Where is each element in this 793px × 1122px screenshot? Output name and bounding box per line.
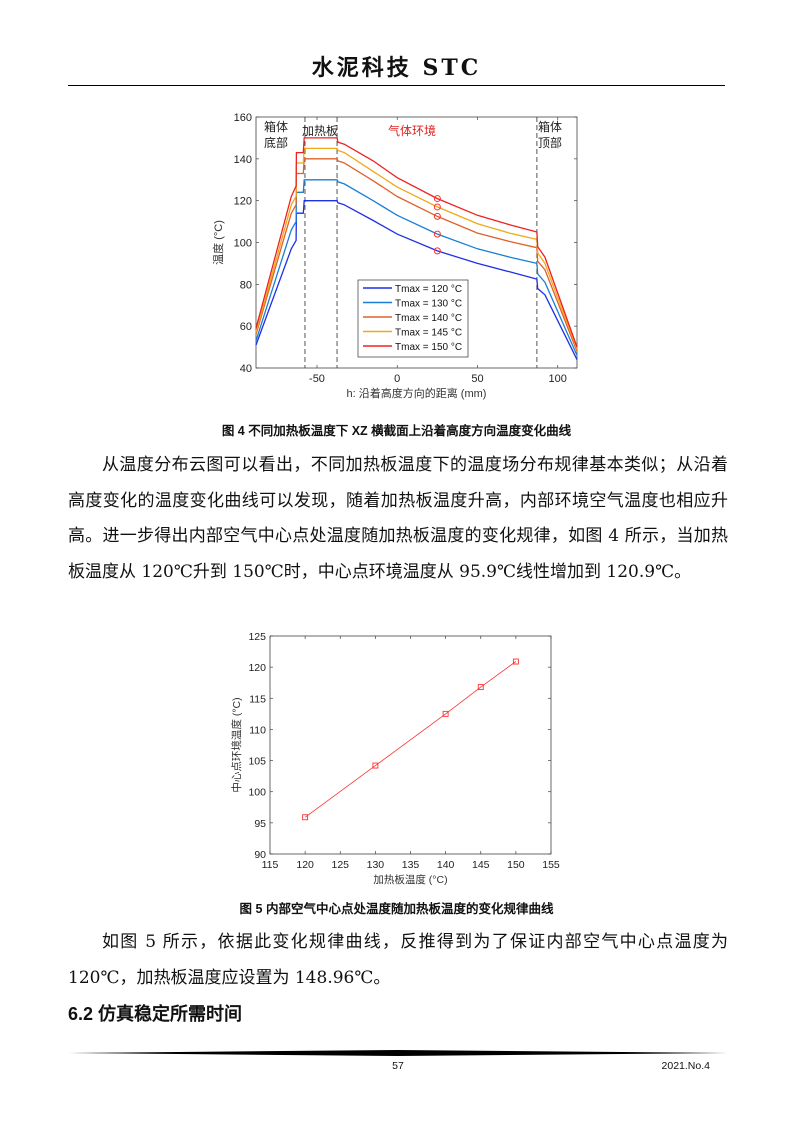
y-tick-label: 80 — [240, 279, 252, 291]
y-tick-label: 60 — [240, 321, 252, 333]
y-tick-label: 110 — [249, 724, 266, 736]
journal-issue: 2021.No.4 — [661, 1060, 710, 1072]
series-line — [255, 137, 578, 348]
legend-label: Tmax = 140 °C — [395, 313, 462, 324]
figure-5-caption: 图 5 内部空气中心点处温度随加热板温度的变化规律曲线 — [239, 902, 554, 916]
annotation-bottom-box: 箱体 — [264, 119, 288, 134]
figure-4-caption: 图 4 不同加热板温度下 XZ 横截面上沿着高度方向温度变化曲线 — [221, 424, 572, 438]
paragraph-2-text: 如图 5 所示，依据此变化规律曲线，反推得到为了保证内部空气中心点温度为 120… — [68, 932, 728, 988]
x-tick-label: -50 — [309, 373, 325, 385]
x-tick-label: 120 — [296, 859, 314, 871]
y-tick-label: 125 — [248, 631, 266, 643]
data-point-marker — [302, 814, 309, 821]
x-tick-label: 130 — [367, 859, 385, 871]
legend-box — [357, 279, 469, 358]
figure-4-chart: -50 0 50 100 40 60 80 100 120 140 160 h: 沿着高度方向的距离 … — [211, 112, 578, 400]
page-number: 57 — [392, 1060, 404, 1072]
y-tick-label: 120 — [248, 662, 266, 674]
x-tick-label: 150 — [507, 859, 525, 871]
annotation-top-box: 箱体 — [538, 119, 562, 134]
data-point-marker — [442, 710, 449, 717]
x-axis-label: 加热板温度 (°C) — [373, 873, 447, 886]
header-rule — [68, 85, 725, 86]
annotation-bottom-box: 底部 — [264, 135, 288, 150]
x-axis-label: h: 沿着高度方向的距离 (mm) — [347, 386, 487, 400]
y-tick-label: 40 — [240, 363, 252, 375]
y-tick-label: 140 — [234, 154, 252, 166]
annotation-gas-environment: 气体环境 — [388, 123, 436, 138]
figure-5-chart: 115 120 125 130 135 140 145 150 155 90 95 100 105 110… — [230, 631, 560, 886]
center-point-marker — [433, 203, 441, 211]
data-point-marker — [372, 762, 379, 769]
legend-label: Tmax = 120 °C — [395, 284, 462, 295]
y-tick-label: 120 — [234, 196, 252, 208]
y-tick-label: 100 — [248, 787, 266, 799]
plot-area — [269, 635, 552, 855]
paragraph-1-text: 从温度分布云图可以看出，不同加热板温度下的温度场分布规律基本类似；从沿着高度变化… — [68, 455, 728, 582]
center-point-marker — [433, 195, 441, 203]
paragraph-1: 从温度分布云图可以看出，不同加热板温度下的温度场分布规律基本类似；从沿着高度变化… — [68, 448, 728, 590]
data-point-marker — [477, 684, 484, 691]
center-point-marker — [433, 212, 441, 220]
x-tick-label: 115 — [262, 859, 279, 871]
series-line — [304, 661, 517, 818]
x-tick-label: 100 — [549, 373, 567, 385]
y-tick-label: 105 — [248, 756, 266, 768]
x-tick-label: 125 — [331, 859, 349, 871]
x-tick-label: 135 — [402, 859, 420, 871]
y-tick-label: 90 — [254, 849, 266, 861]
center-point-marker — [433, 230, 441, 238]
data-point-marker — [512, 658, 519, 665]
center-point-marker — [433, 247, 441, 255]
legend-label: Tmax = 150 °C — [395, 342, 462, 353]
paragraph-2: 如图 5 所示，依据此变化规律曲线，反推得到为了保证内部空气中心点温度为 120… — [68, 925, 728, 996]
y-tick-label: 115 — [249, 693, 266, 705]
annotation-top-box: 顶部 — [538, 135, 562, 150]
y-tick-label: 160 — [234, 112, 252, 124]
annotation-heater: 加热板 — [302, 124, 338, 138]
y-tick-label: 100 — [234, 238, 252, 250]
y-tick-label: 95 — [254, 818, 266, 830]
y-axis-label: 中心点环境温度 (°C) — [230, 697, 243, 792]
x-tick-label: 145 — [472, 859, 490, 871]
footer-rule — [68, 1050, 728, 1056]
x-tick-label: 0 — [394, 373, 400, 385]
x-tick-label: 50 — [471, 373, 483, 385]
legend-label: Tmax = 145 °C — [395, 328, 462, 339]
x-tick-label: 140 — [437, 859, 455, 871]
y-axis-label: 温度 (°C) — [211, 220, 225, 265]
legend-label: Tmax = 130 °C — [395, 299, 462, 310]
x-tick-label: 155 — [542, 859, 560, 871]
section-heading: 6.2 仿真稳定所需时间 — [68, 1004, 243, 1024]
journal-header-title: 水泥科技 STC — [311, 55, 482, 81]
